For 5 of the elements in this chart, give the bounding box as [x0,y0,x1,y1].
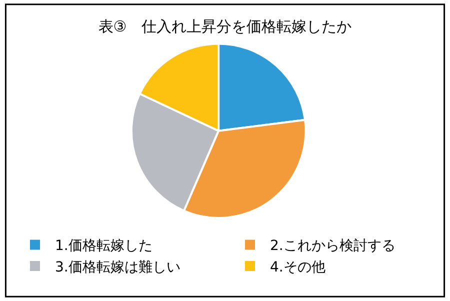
legend-label: 2.これから検討する [270,238,396,254]
legend-label: 1.価格転嫁した [55,238,152,254]
chart-title: 表③ 仕入れ上昇分を価格転嫁したか [98,18,352,36]
legend-label: 3.価格転嫁は難しい [55,259,180,276]
legend-label: 4.その他 [270,259,326,276]
